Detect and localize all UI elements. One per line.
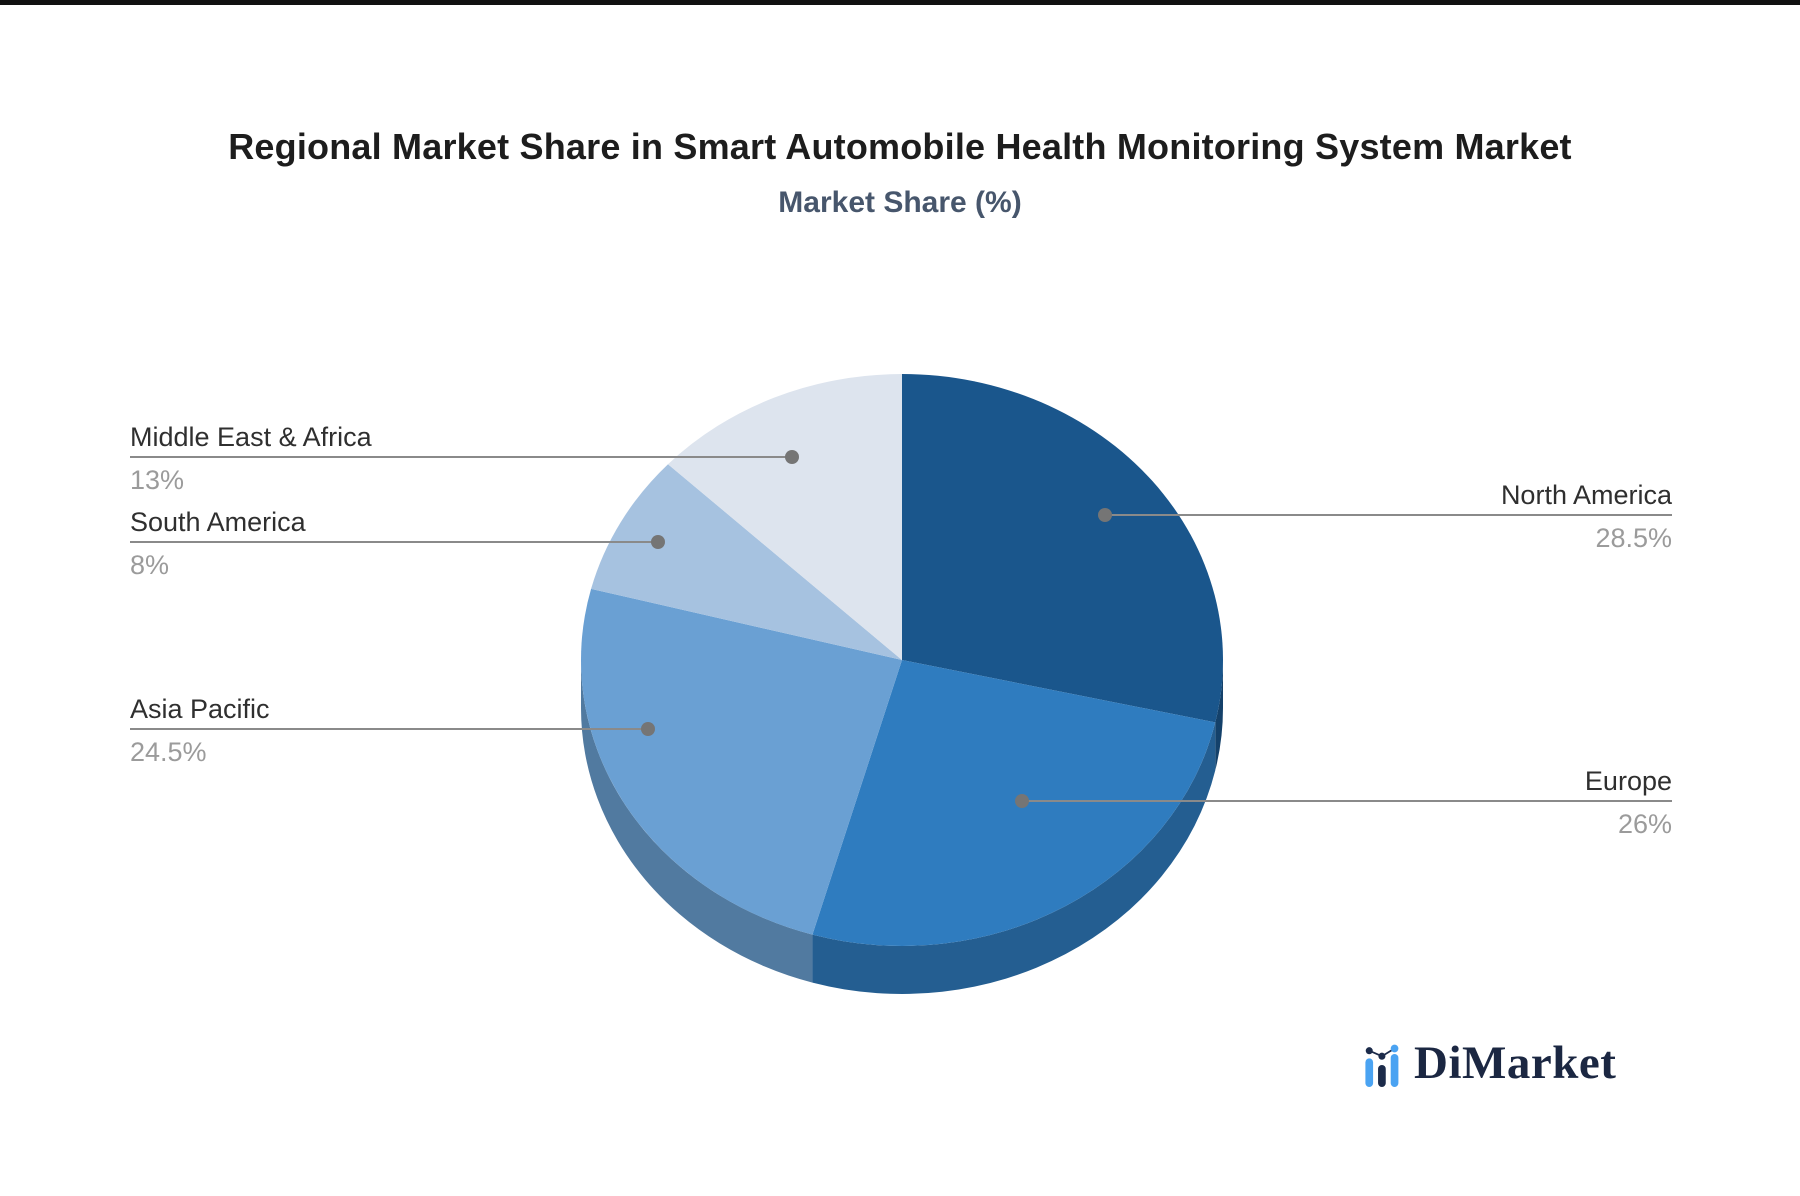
- value-middle-east-africa: 13%: [130, 465, 185, 495]
- brand-logo: DiMarket: [1362, 1040, 1616, 1087]
- callout-dot-europe: [1015, 794, 1029, 808]
- chart-subtitle: Market Share (%): [778, 186, 1022, 219]
- label-middle-east-africa: Middle East & Africa: [130, 422, 372, 452]
- callout-dot-middle-east-africa: [785, 450, 799, 464]
- pie-slice-depth-north-america: [1215, 660, 1223, 771]
- pie-slice-depth-asia-pacific: [581, 660, 813, 983]
- brand-logo-icon: [1365, 1044, 1399, 1087]
- chart-title: Regional Market Share in Smart Automobil…: [228, 126, 1572, 167]
- label-asia-pacific: Asia Pacific: [130, 694, 270, 724]
- label-north-america: North America: [1500, 480, 1672, 510]
- pie-slice-south-america[interactable]: [591, 464, 902, 660]
- label-south-america: South America: [130, 507, 306, 537]
- callout-dot-asia-pacific: [641, 722, 655, 736]
- value-north-america: 28.5%: [1595, 523, 1672, 553]
- pie-slice-europe[interactable]: [812, 660, 1216, 946]
- pie-slice-north-america[interactable]: [902, 374, 1223, 723]
- pie-slice-depth-europe: [812, 722, 1216, 994]
- top-border: [0, 0, 1800, 5]
- callout-dot-south-america: [651, 535, 665, 549]
- callout-dot-north-america: [1098, 508, 1112, 522]
- pie-slice-middle-east-africa[interactable]: [668, 374, 902, 660]
- brand-logo-text: DiMarket: [1414, 1037, 1617, 1089]
- pie-slice-asia-pacific[interactable]: [581, 588, 902, 935]
- label-europe: Europe: [1584, 766, 1672, 796]
- value-europe: 26%: [1617, 809, 1672, 839]
- value-asia-pacific: 24.5%: [130, 737, 207, 767]
- value-south-america: 8%: [130, 550, 170, 580]
